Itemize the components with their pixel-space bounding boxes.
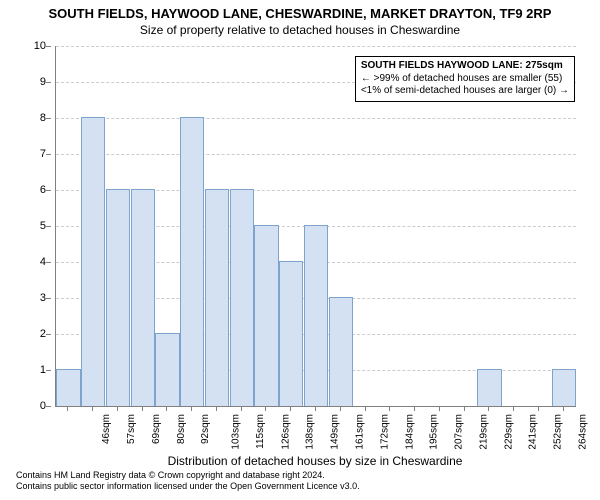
chart-container: SOUTH FIELDS, HAYWOOD LANE, CHESWARDINE,… <box>0 0 600 500</box>
chart-title-sub: Size of property relative to detached ho… <box>0 21 600 37</box>
x-tick-label: 229sqm <box>503 414 514 450</box>
bar-slot <box>279 46 304 406</box>
footer-line1: Contains HM Land Registry data © Crown c… <box>16 470 584 481</box>
bar <box>81 117 105 406</box>
bar <box>180 117 204 406</box>
bar-slot <box>328 46 353 406</box>
bar-slot <box>229 46 254 406</box>
bar <box>131 189 155 406</box>
y-tick-label: 10 <box>34 40 46 52</box>
x-tick-label: 264sqm <box>577 414 588 450</box>
bar-slot <box>56 46 81 406</box>
x-tick-label: 172sqm <box>379 414 390 450</box>
bar <box>254 225 278 406</box>
x-tick-label: 126sqm <box>280 414 291 450</box>
footer-line2: Contains public sector information licen… <box>16 481 584 492</box>
x-tick-label: 138sqm <box>305 414 316 450</box>
bar-slot <box>130 46 155 406</box>
annotation-box: SOUTH FIELDS HAYWOOD LANE: 275sqm ← >99%… <box>355 56 575 102</box>
bar-slot <box>254 46 279 406</box>
x-tick-label: 207sqm <box>454 414 465 450</box>
x-tick-label: 219sqm <box>478 414 489 450</box>
x-tick-label: 57sqm <box>126 414 137 444</box>
x-tick-label: 195sqm <box>429 414 440 450</box>
x-tick-label: 161sqm <box>355 414 366 450</box>
annotation-line2: ← >99% of detached houses are smaller (5… <box>361 73 569 86</box>
x-tick-label: 115sqm <box>255 414 266 449</box>
x-tick-label: 252sqm <box>553 414 564 450</box>
bar <box>106 189 130 406</box>
bar-slot <box>205 46 230 406</box>
annotation-line1: SOUTH FIELDS HAYWOOD LANE: 275sqm <box>361 60 569 73</box>
y-axis-ticks: 012345678910 <box>0 46 50 406</box>
bar <box>205 189 229 406</box>
annotation-line3: <1% of semi-detached houses are larger (… <box>361 85 569 98</box>
bar-slot <box>180 46 205 406</box>
x-tick-label: 149sqm <box>330 414 341 450</box>
x-tick-label: 92sqm <box>200 414 211 444</box>
footer-attribution: Contains HM Land Registry data © Crown c… <box>16 470 584 492</box>
bar-slot <box>106 46 131 406</box>
bar <box>155 333 179 406</box>
x-tick-label: 80sqm <box>176 414 187 444</box>
bar <box>230 189 254 406</box>
bar-slot <box>155 46 180 406</box>
bar <box>552 369 576 406</box>
bar-slot <box>304 46 329 406</box>
x-tick-label: 184sqm <box>404 414 415 450</box>
x-tick-label: 69sqm <box>151 414 162 444</box>
bar <box>477 369 501 406</box>
bar <box>279 261 303 406</box>
x-tick-label: 46sqm <box>101 414 112 444</box>
bar <box>304 225 328 406</box>
chart-title-main: SOUTH FIELDS, HAYWOOD LANE, CHESWARDINE,… <box>0 0 600 21</box>
bar-slot <box>81 46 106 406</box>
bar <box>329 297 353 406</box>
x-tick-label: 241sqm <box>528 414 539 450</box>
bar <box>56 369 80 406</box>
x-tick-label: 103sqm <box>231 414 242 450</box>
x-axis-label: Distribution of detached houses by size … <box>55 454 575 468</box>
